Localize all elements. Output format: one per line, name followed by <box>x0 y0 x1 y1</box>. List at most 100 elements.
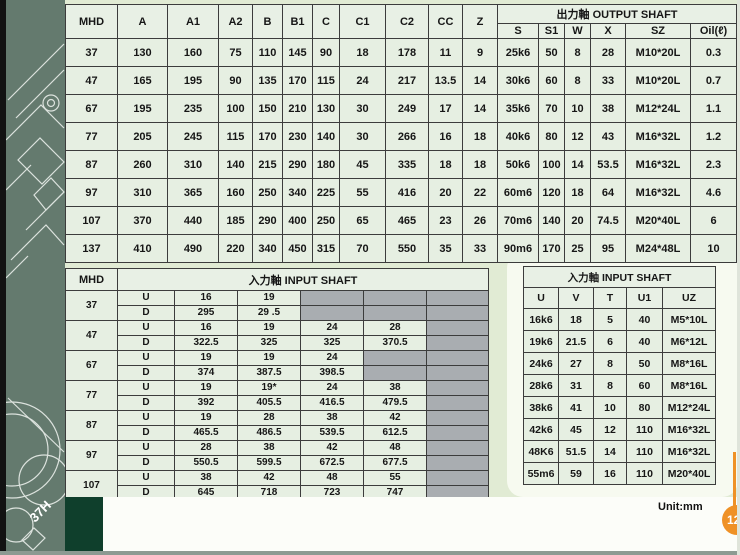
table-cell: 180 <box>312 150 340 179</box>
right-edge-line <box>737 0 740 555</box>
table-cell: 465.5 <box>174 425 238 441</box>
table-cell: M16*32L <box>625 150 691 179</box>
table-cell: 60m6 <box>497 178 539 207</box>
mhd-size-cell: 87 <box>65 410 118 441</box>
table-cell: 50 <box>538 38 565 67</box>
table-cell: 26 <box>462 206 498 235</box>
table-cell <box>425 425 490 441</box>
table-cell: 30 <box>339 94 386 123</box>
table-cell: 325 <box>237 335 301 351</box>
table-cell: 22 <box>462 178 498 207</box>
table-cell: 290 <box>282 150 313 179</box>
table-cell: 64 <box>590 178 626 207</box>
table-cell: 33 <box>462 234 498 263</box>
table-cell: 18 <box>428 150 463 179</box>
table-cell <box>363 290 427 306</box>
column-header: CC <box>428 4 463 39</box>
table-cell: 370.5 <box>363 335 427 351</box>
table-cell: 1.1 <box>689 94 738 123</box>
table-cell: 539.5 <box>300 425 364 441</box>
table-cell: 400 <box>282 206 313 235</box>
table-cell: 160 <box>167 38 219 67</box>
table-cell: 450 <box>282 234 313 263</box>
table-cell: 80 <box>626 396 663 419</box>
dark-green-box <box>65 497 103 551</box>
table-cell: 42k6 <box>523 418 559 441</box>
table-cell: 405.5 <box>237 395 301 411</box>
table-cell: 135 <box>252 66 283 95</box>
table-cell: 38 <box>237 440 301 456</box>
table-cell: 31 <box>558 374 594 397</box>
column-header: MHD <box>65 4 118 39</box>
column-header: Z <box>462 4 498 39</box>
mhd-size-cell: 37 <box>65 290 118 321</box>
column-header: MHD <box>65 268 118 291</box>
table-cell: 140 <box>218 150 253 179</box>
row-label-cell: U <box>117 350 175 366</box>
table-cell: 25k6 <box>497 38 539 67</box>
mhd-size-cell: 77 <box>65 122 118 151</box>
table-cell: 110 <box>626 418 663 441</box>
table-row: 47 165 195 90 135 170 115 24 217 13.5 14 30k6 60 8 33 M… <box>65 66 738 95</box>
table-cell: 235 <box>167 94 219 123</box>
table-cell: 10 <box>593 396 627 419</box>
table-row: 38k6 41 10 80 M12*24L <box>523 396 717 419</box>
table-cell: 387.5 <box>237 365 301 381</box>
column-header: C1 <box>339 4 386 39</box>
table-cell: 115 <box>218 122 253 151</box>
gearbox-technical-drawing: 37H <box>6 43 65 551</box>
table-cell: 195 <box>167 66 219 95</box>
table-row: 137 410 490 220 340 450 315 70 550 35 33 90m6 170 25 9… <box>65 234 738 263</box>
table-cell: 50 <box>626 352 663 375</box>
left-black-edge <box>0 0 6 555</box>
table-cell: 19 <box>174 410 238 426</box>
table-row: 77 U 19 19* 24 38 <box>65 380 490 411</box>
table-cell <box>425 290 490 306</box>
table-cell: 6 <box>593 330 627 353</box>
table-row: 28k6 31 8 60 M8*16L <box>523 374 717 397</box>
table-cell <box>425 305 490 321</box>
row-label-cell: U <box>117 380 175 396</box>
table-cell: 266 <box>385 122 429 151</box>
table-row: D 374 387.5 398.5 <box>66 365 490 381</box>
table-cell: S S1 W X SZ Oil(ℓ) <box>66 23 738 39</box>
row-label-cell: U <box>117 470 175 486</box>
table-cell: 16 <box>428 122 463 151</box>
table-cell: 110 <box>252 38 283 67</box>
table-cell: 16 <box>174 290 238 306</box>
table-cell: 1.2 <box>689 122 738 151</box>
table-cell: 38 <box>363 380 427 396</box>
table-cell: 220 <box>218 234 253 263</box>
table-cell: 479.5 <box>363 395 427 411</box>
mhd-size-cell: 107 <box>65 206 118 235</box>
table-cell: 100 <box>538 150 565 179</box>
output-shaft-header: 出力軸 OUTPUT SHAFT <box>496 4 738 24</box>
table-cell: 30 <box>339 122 386 151</box>
table-cell: 40k6 <box>497 122 539 151</box>
table-cell: 74.5 <box>590 206 626 235</box>
table-cell: 23 <box>428 206 463 235</box>
row-label-cell: D <box>117 455 175 471</box>
table-cell: 440 <box>167 206 219 235</box>
table-cell: 18 <box>339 38 386 67</box>
table-cell: 170 <box>282 66 313 95</box>
table-row: 42k6 45 12 110 M16*32L <box>523 418 717 441</box>
table-cell: 672.5 <box>300 455 364 471</box>
table-cell: 325 <box>300 335 364 351</box>
table-cell: 41 <box>558 396 594 419</box>
table-cell: 612.5 <box>363 425 427 441</box>
table-cell: M10*20L <box>625 66 691 95</box>
table-cell: 35k6 <box>497 94 539 123</box>
side-drawing-strip: 37H <box>6 0 65 555</box>
table-cell: 677.5 <box>363 455 427 471</box>
table-cell <box>363 305 427 321</box>
table-cell: M12*24L <box>625 94 691 123</box>
row-label-cell: U <box>117 440 175 456</box>
table-cell: 145 <box>282 38 313 67</box>
table-cell: 42 <box>237 470 301 486</box>
table-cell: 19 <box>237 320 301 336</box>
table-row: D 550.5 599.5 672.5 677.5 <box>66 455 490 471</box>
table-cell: 38 <box>300 410 364 426</box>
table-cell: 14 <box>564 150 591 179</box>
